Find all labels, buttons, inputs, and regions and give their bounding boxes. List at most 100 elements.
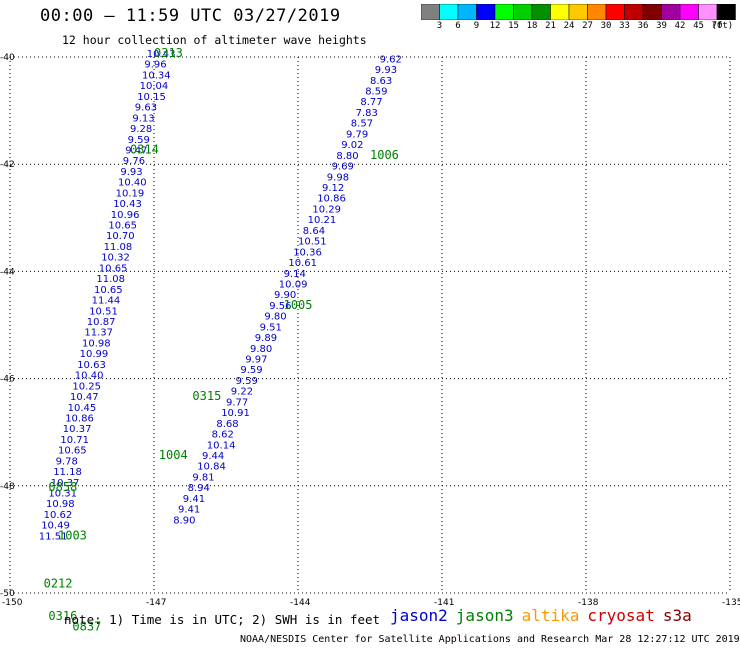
wave-height-label: 9.28 bbox=[130, 124, 152, 135]
wave-height-label: 10.86 bbox=[65, 413, 94, 424]
time-label: 0837 bbox=[72, 620, 101, 634]
color-scale-tick: 27 bbox=[582, 21, 593, 31]
color-scale-labels: 3 6 9 12 15 18 21 24 27 30 33 36 39 42 45 70 bbox=[421, 21, 737, 33]
wave-height-label: 9.12 bbox=[322, 183, 344, 194]
wave-height-label: 8.77 bbox=[360, 97, 382, 108]
wave-height-label: 10.19 bbox=[116, 188, 145, 199]
wave-height-label: 10.40 bbox=[118, 178, 147, 189]
wave-height-label: 10.63 bbox=[77, 360, 106, 371]
color-scale-tick: 15 bbox=[508, 21, 519, 31]
wave-height-label: 10.25 bbox=[72, 381, 101, 392]
y-tick-label: -48 bbox=[0, 482, 15, 492]
wave-height-label: 8.59 bbox=[365, 87, 387, 98]
wave-height-label: 10.49 bbox=[41, 521, 70, 532]
series-altika: 10.439.9610.3410.0410.159.639.139.289.59… bbox=[39, 49, 176, 542]
color-scale-unit: (ft) bbox=[711, 21, 734, 31]
wave-height-label: 8.57 bbox=[351, 119, 373, 130]
series-jason3: 9.629.938.638.598.777.838.579.799.028.80… bbox=[173, 54, 402, 526]
wave-height-label: 10.51 bbox=[89, 306, 118, 317]
color-scale-tick: 45 bbox=[693, 21, 704, 31]
wave-height-label: 10.04 bbox=[140, 81, 169, 92]
wave-height-label: 10.71 bbox=[60, 435, 89, 446]
y-tick-label: -44 bbox=[0, 267, 15, 277]
wave-height-label: 10.65 bbox=[99, 263, 128, 274]
wave-height-label: 10.34 bbox=[142, 70, 171, 81]
time-label: 1006 bbox=[370, 148, 399, 162]
wave-height-label: 9.98 bbox=[327, 172, 349, 183]
wave-height-label: 10.84 bbox=[197, 462, 226, 473]
x-tick-label: -150 bbox=[2, 598, 23, 608]
color-scale-tick: 36 bbox=[637, 21, 649, 31]
series-times: 0313 0314 1006 1005 0315 1004 0858 1003 0212 0316… bbox=[44, 46, 399, 634]
satellite-legend: jason2 jason3 altika cryosat s3a bbox=[390, 606, 700, 625]
wave-height-label: 9.47 bbox=[125, 145, 147, 156]
wave-height-label: 10.32 bbox=[101, 253, 130, 264]
wave-height-label: 9.59 bbox=[128, 135, 150, 146]
wave-height-label: 9.80 bbox=[250, 344, 272, 355]
color-scale-tick: 30 bbox=[600, 21, 612, 31]
wave-height-label: 10.37 bbox=[51, 478, 80, 489]
wave-height-label: 10.15 bbox=[137, 92, 166, 103]
wave-height-label: 10.65 bbox=[108, 221, 137, 232]
wave-height-label: 11.37 bbox=[84, 328, 113, 339]
wave-height-label: 9.77 bbox=[226, 397, 248, 408]
time-label: 0315 bbox=[192, 389, 221, 403]
wave-height-label: 9.22 bbox=[231, 387, 253, 398]
wave-height-label: 8.64 bbox=[303, 226, 325, 237]
y-tick-label: -42 bbox=[0, 160, 15, 170]
color-scale-tick: 42 bbox=[674, 21, 686, 31]
wave-height-label: 9.13 bbox=[132, 113, 154, 124]
legend-entry: altika bbox=[521, 606, 580, 625]
color-scale-tick: 24 bbox=[563, 21, 575, 31]
wave-height-label: 10.45 bbox=[68, 403, 97, 414]
y-tick-label: -46 bbox=[0, 375, 15, 385]
y-tick-label: -40 bbox=[0, 53, 15, 63]
color-scale-tick: 21 bbox=[545, 21, 556, 31]
legend-entry: jason2 bbox=[390, 606, 448, 625]
wave-height-label: 8.63 bbox=[370, 76, 392, 87]
credit-line: NOAA/NESDIS Center for Satellite Applica… bbox=[240, 634, 740, 645]
wave-height-label: 9.41 bbox=[183, 494, 205, 505]
wave-height-label: 10.65 bbox=[58, 446, 87, 457]
legend-entry: s3a bbox=[662, 606, 692, 625]
wave-height-label: 9.90 bbox=[274, 290, 296, 301]
wave-height-label: 8.68 bbox=[216, 419, 238, 430]
page-subtitle: 12 hour collection of altimeter wave hei… bbox=[62, 33, 367, 47]
wave-height-label: 11.44 bbox=[92, 296, 121, 307]
footnote: note: 1) Time is in UTC; 2) SWH is in fe… bbox=[64, 612, 381, 627]
wave-height-label: 10.70 bbox=[106, 231, 135, 242]
wave-height-label: 10.99 bbox=[80, 349, 109, 360]
wave-height-label: 10.62 bbox=[44, 510, 73, 521]
color-scale-tick: 9 bbox=[473, 21, 480, 31]
time-label: 0316 bbox=[48, 609, 77, 623]
y-tick-label: -50 bbox=[0, 589, 15, 599]
wave-height-label: 10.96 bbox=[111, 210, 140, 221]
wave-height-label: 10.98 bbox=[46, 499, 75, 510]
wave-height-label: 10.31 bbox=[48, 489, 77, 500]
legend-entry: cryosat bbox=[587, 606, 655, 625]
wave-height-label: 8.62 bbox=[212, 430, 234, 441]
legend-entry: jason3 bbox=[455, 606, 514, 625]
wave-height-label: 9.79 bbox=[346, 129, 368, 140]
wave-height-label: 9.59 bbox=[236, 376, 258, 387]
color-scale-bar bbox=[421, 4, 736, 20]
wave-height-label: 11.08 bbox=[104, 242, 133, 253]
x-tick-label: -147 bbox=[146, 598, 166, 608]
wave-height-label: 9.81 bbox=[192, 472, 214, 483]
wave-height-label: 9.59 bbox=[240, 365, 262, 376]
wave-height-label: 9.76 bbox=[123, 156, 145, 167]
time-label: 1004 bbox=[159, 448, 188, 462]
wave-height-label: 10.91 bbox=[221, 408, 250, 419]
wave-height-label: 9.93 bbox=[120, 167, 142, 178]
wave-height-label: 9.96 bbox=[144, 60, 166, 71]
wave-height-label: 9.78 bbox=[56, 456, 78, 467]
time-label: 0858 bbox=[48, 480, 77, 494]
wave-height-label: 10.36 bbox=[293, 247, 322, 258]
color-scale-tick: 6 bbox=[455, 21, 461, 31]
color-scale-tick: 18 bbox=[526, 21, 538, 31]
wave-height-label: 9.63 bbox=[135, 103, 157, 114]
wave-height-label: 8.94 bbox=[188, 483, 210, 494]
wave-height-label: 9.14 bbox=[284, 269, 306, 280]
wave-height-label: 10.40 bbox=[75, 371, 104, 382]
